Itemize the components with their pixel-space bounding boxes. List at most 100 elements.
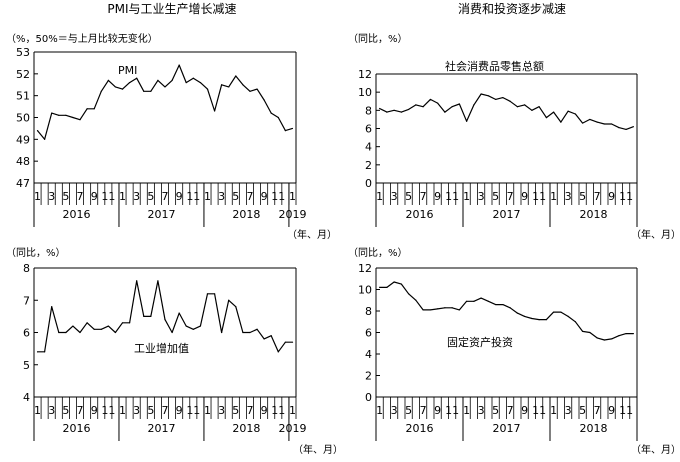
left-section-title: PMI与工业生产增长减速 xyxy=(107,2,236,16)
data-point xyxy=(121,88,124,90)
data-point xyxy=(487,300,489,302)
data-point xyxy=(379,107,381,110)
data-point xyxy=(429,98,431,101)
x-month-label: 7 xyxy=(77,404,84,417)
series-label: 工业增加值 xyxy=(134,341,189,355)
x-month-label: 7 xyxy=(594,190,601,203)
data-point xyxy=(516,106,518,108)
y-tick-label: 8 xyxy=(23,262,30,275)
data-point xyxy=(121,322,124,324)
data-point xyxy=(72,116,74,119)
y-tick-label: 52 xyxy=(16,68,30,81)
data-point xyxy=(178,312,180,314)
data-point xyxy=(128,81,131,84)
y-tick-label: 51 xyxy=(16,90,30,103)
x-axis-title: （年、月） xyxy=(631,228,680,241)
data-point xyxy=(221,84,223,86)
data-point xyxy=(632,332,634,335)
x-month-label: 5 xyxy=(62,190,69,203)
data-point xyxy=(192,77,194,79)
y-tick-label: 12 xyxy=(358,68,372,81)
data-point xyxy=(386,111,388,113)
y-axis-title: （同比，%） xyxy=(348,33,408,45)
x-month-label: 9 xyxy=(608,190,615,203)
y-tick-label: 6 xyxy=(365,327,372,340)
data-point xyxy=(545,319,547,321)
data-point xyxy=(495,303,497,306)
x-year-label: 2018 xyxy=(580,422,608,435)
data-point xyxy=(466,120,468,122)
data-point xyxy=(58,331,60,334)
data-point xyxy=(206,88,209,90)
x-month-label: 11 xyxy=(445,190,459,203)
y-tick-label: 6 xyxy=(365,123,372,136)
data-point xyxy=(451,307,453,309)
x-month-label: 1 xyxy=(204,190,211,203)
x-month-label: 11 xyxy=(186,190,200,203)
data-point xyxy=(451,106,453,108)
data-point xyxy=(625,332,627,335)
data-point xyxy=(386,286,388,288)
data-point xyxy=(480,93,482,95)
x-month-label: 1 xyxy=(376,404,383,417)
data-point xyxy=(415,104,417,106)
data-point xyxy=(143,315,145,317)
x-month-label: 3 xyxy=(565,190,572,203)
series-line xyxy=(37,64,293,140)
data-point xyxy=(256,328,258,330)
data-point xyxy=(72,325,74,327)
x-month-label: 11 xyxy=(271,190,285,203)
x-month-label: 5 xyxy=(492,404,499,417)
data-point xyxy=(553,311,555,313)
y-tick-label: 5 xyxy=(23,359,30,372)
data-point xyxy=(393,109,395,111)
x-month-label: 1 xyxy=(34,404,41,417)
x-month-label: 5 xyxy=(492,190,499,203)
x-month-label: 7 xyxy=(420,190,427,203)
y-tick-label: 8 xyxy=(365,305,372,318)
data-point xyxy=(480,297,482,299)
data-point xyxy=(185,81,187,84)
data-point xyxy=(524,104,526,106)
data-point xyxy=(284,130,286,132)
y-tick-label: 2 xyxy=(365,159,372,172)
data-point xyxy=(157,79,159,81)
data-point xyxy=(567,110,569,112)
data-point xyxy=(213,110,216,112)
data-point xyxy=(150,315,152,317)
data-point xyxy=(603,339,605,341)
data-point xyxy=(128,322,131,324)
data-point xyxy=(79,119,81,121)
data-point xyxy=(185,325,187,327)
data-point xyxy=(44,138,46,140)
data-point xyxy=(107,79,109,81)
right-section-title: 消费和投资逐步减速 xyxy=(458,1,566,16)
series-line xyxy=(379,93,634,130)
data-point xyxy=(466,300,468,302)
data-point xyxy=(150,90,152,92)
data-point xyxy=(51,306,53,308)
x-year-label: 2018 xyxy=(232,422,260,435)
x-month-label: 5 xyxy=(232,190,239,203)
x-month-label: 9 xyxy=(608,404,615,417)
x-month-label: 3 xyxy=(391,190,398,203)
data-point xyxy=(495,98,497,101)
data-point xyxy=(235,75,237,77)
y-tick-label: 12 xyxy=(358,262,372,275)
x-month-label: 1 xyxy=(119,190,126,203)
data-point xyxy=(199,325,202,327)
x-month-label: 5 xyxy=(232,404,239,417)
data-point xyxy=(531,317,533,320)
x-month-label: 1 xyxy=(463,404,470,417)
x-year-label: 2019 xyxy=(278,422,306,435)
x-month-label: 11 xyxy=(101,404,115,417)
data-point xyxy=(93,328,95,330)
data-point xyxy=(100,328,102,330)
data-point xyxy=(596,121,598,123)
x-year-label: 2017 xyxy=(147,422,175,435)
data-point xyxy=(206,293,209,295)
data-point xyxy=(516,312,518,314)
y-tick-label: 49 xyxy=(16,133,30,146)
x-year-label: 2019 xyxy=(278,208,306,221)
